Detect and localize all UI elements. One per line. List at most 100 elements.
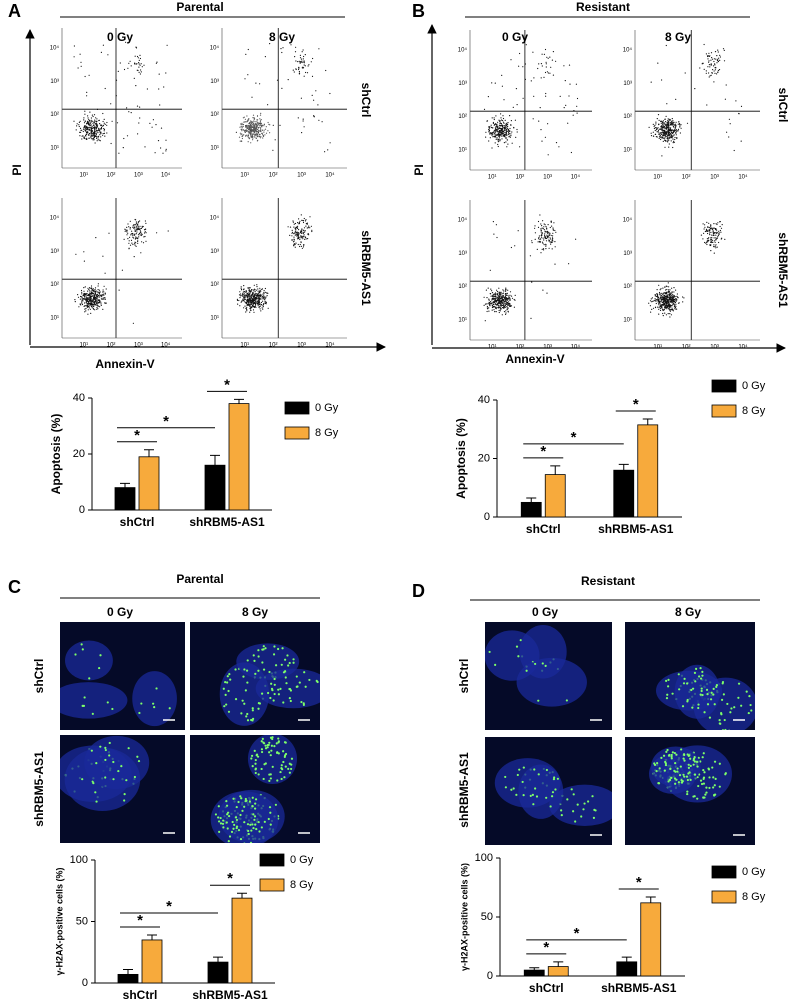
focus xyxy=(283,755,286,759)
flow-dot xyxy=(648,302,650,304)
flow-dot xyxy=(138,227,140,229)
flow-dot xyxy=(488,307,490,309)
flow-dot xyxy=(246,134,248,136)
flow-dot xyxy=(703,228,705,230)
legend-label: 8 Gy xyxy=(290,879,314,891)
flow-dot xyxy=(254,291,256,293)
flow-dot xyxy=(504,295,507,297)
flow-dot xyxy=(298,218,300,220)
flow-dot xyxy=(85,293,88,295)
flow-dot xyxy=(710,244,712,246)
focus xyxy=(140,702,143,705)
legend-label: 8 Gy xyxy=(315,427,339,439)
flow-dot xyxy=(498,295,500,297)
flow-dot xyxy=(493,293,495,295)
bar xyxy=(138,456,160,511)
flow-dot xyxy=(668,303,670,305)
flow-dot xyxy=(76,125,78,127)
focus xyxy=(284,741,287,744)
flow-dot xyxy=(126,107,128,109)
flow-dot xyxy=(84,305,86,307)
focus xyxy=(687,772,690,775)
focus xyxy=(168,707,171,710)
focus xyxy=(554,788,557,791)
flow-dot xyxy=(654,127,656,129)
flow-dot xyxy=(92,290,94,292)
micrograph xyxy=(60,735,185,843)
flow-dot xyxy=(514,245,516,247)
flow-dot xyxy=(663,129,665,131)
focus xyxy=(282,760,285,764)
focus xyxy=(255,753,259,756)
flow-tick-label: 10² xyxy=(210,282,219,288)
flow-dot xyxy=(287,226,289,228)
focus xyxy=(699,677,703,680)
focus xyxy=(671,692,674,695)
flow-dot xyxy=(671,298,673,301)
flow-dot xyxy=(83,136,85,138)
flow-dot xyxy=(539,107,541,109)
flow-dot xyxy=(302,61,304,64)
flow-dot xyxy=(720,231,722,233)
flow-dot xyxy=(550,66,552,68)
bar xyxy=(117,973,139,984)
flow-dot xyxy=(89,308,91,310)
flow-dot xyxy=(90,298,92,301)
flow-dot xyxy=(673,300,675,302)
flow-dot xyxy=(291,232,293,234)
flow-dot xyxy=(720,238,722,240)
flow-dot xyxy=(717,58,719,61)
flow-dot xyxy=(655,300,657,302)
flow-dot xyxy=(713,244,715,246)
flow-dot xyxy=(668,308,670,310)
flow-dot xyxy=(718,230,720,232)
flow-dot xyxy=(513,298,515,301)
flow-dot xyxy=(658,284,660,286)
focus xyxy=(682,753,686,756)
flow-dot xyxy=(255,304,257,306)
flow-dot xyxy=(548,231,550,233)
flow-dot xyxy=(80,61,82,63)
flow-dot xyxy=(133,224,135,226)
flow-dot xyxy=(675,129,678,131)
flow-dot xyxy=(96,123,98,125)
flow-dot xyxy=(510,305,513,307)
flow-dot xyxy=(715,234,717,236)
focus xyxy=(251,765,254,768)
flow-dot xyxy=(662,312,664,315)
flow-dot xyxy=(514,294,516,296)
flow-dot xyxy=(511,142,513,144)
flow-dot xyxy=(706,55,709,57)
flow-dot xyxy=(304,236,306,238)
flow-dot xyxy=(152,119,154,121)
flow-tick-label: 10³ xyxy=(134,173,143,179)
flow-dot xyxy=(716,73,718,75)
flow-dot xyxy=(715,58,717,60)
flow-dot xyxy=(506,133,508,135)
flow-dot xyxy=(256,140,258,142)
flow-dot xyxy=(663,298,665,300)
flow-dot xyxy=(255,126,258,128)
focus xyxy=(240,797,243,800)
flow-dot xyxy=(87,294,89,296)
flow-dot xyxy=(96,293,99,295)
focus xyxy=(262,777,265,781)
flow-dot xyxy=(677,123,679,125)
flow-dot xyxy=(93,132,95,134)
flow-dot xyxy=(497,140,499,142)
flow-dot xyxy=(95,126,97,128)
flow-dot xyxy=(711,239,713,242)
flow-dot xyxy=(135,227,137,229)
flow-dot xyxy=(540,129,542,131)
flow-dot xyxy=(673,291,675,293)
focus xyxy=(720,712,723,715)
flow-dot xyxy=(134,224,137,226)
flow-dot xyxy=(102,134,104,136)
flow-dot xyxy=(494,311,496,313)
flow-dot xyxy=(245,294,247,296)
flow-dot xyxy=(505,137,507,139)
flow-tick-label: 10⁴ xyxy=(50,215,60,222)
flow-dot xyxy=(124,230,126,232)
focus xyxy=(117,769,120,773)
flow-dot xyxy=(163,86,165,88)
